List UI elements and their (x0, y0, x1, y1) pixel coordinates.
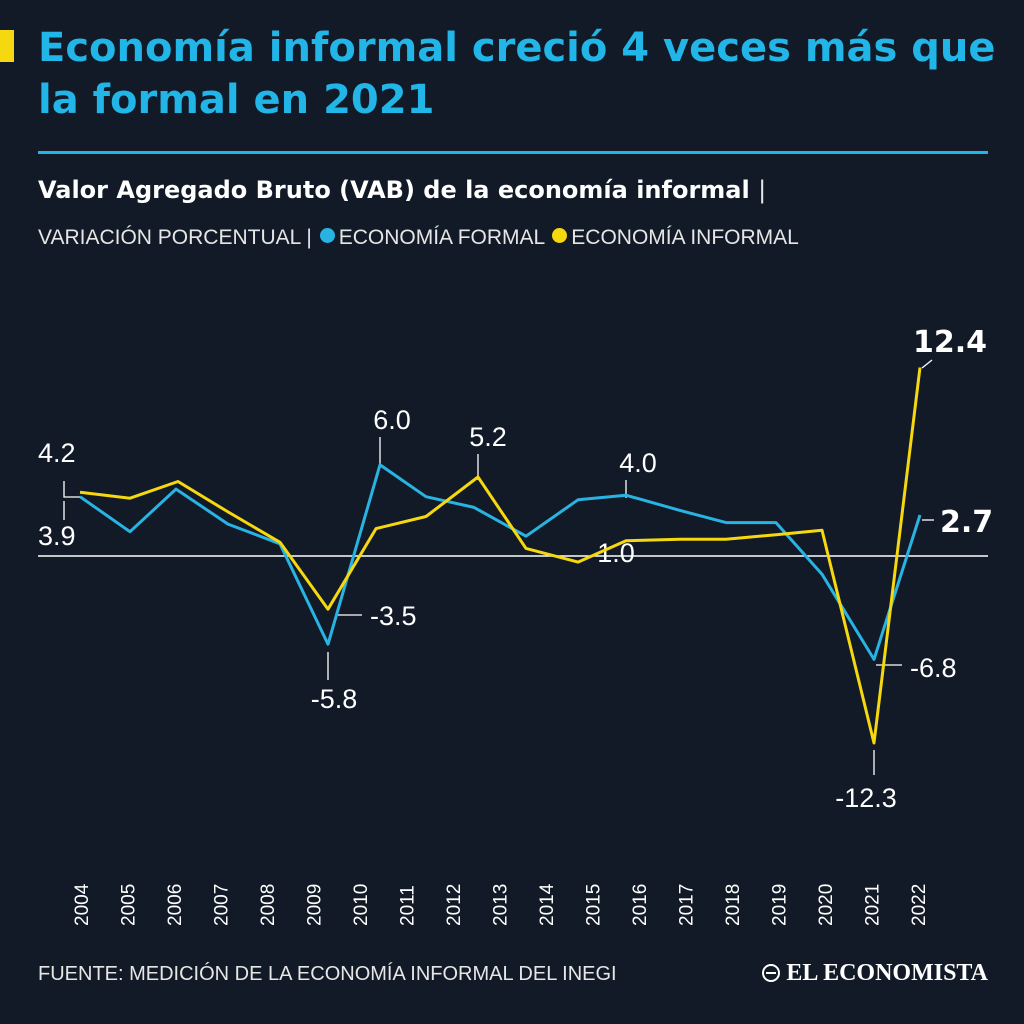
data-label: 4.2 (38, 438, 76, 468)
legend-dot-formal-icon (319, 228, 335, 243)
x-tick-label: 2022 (909, 884, 930, 926)
x-tick-label: 2017 (677, 884, 698, 926)
x-tick-label: 2010 (351, 884, 372, 926)
annotation-leader (921, 359, 933, 369)
series-line-formal (79, 463, 922, 661)
x-tick-label: 2011 (398, 885, 419, 926)
x-tick-label: 2020 (816, 884, 837, 926)
x-tick-label: 2007 (212, 884, 233, 926)
data-label: -12.3 (835, 783, 897, 813)
data-label: 12.4 (913, 325, 987, 360)
chart-subtitle: Valor Agregado Bruto (VAB) de la economí… (38, 176, 766, 204)
source-note: FUENTE: MEDICIÓN DE LA ECONOMÍA INFORMAL… (38, 963, 617, 985)
series-line-informal (79, 367, 922, 745)
x-tick-label: 2021 (863, 884, 884, 926)
data-label: 5.2 (469, 422, 507, 452)
legend-label-formal: ECONOMÍA FORMAL (338, 226, 545, 249)
x-tick-label: 2008 (258, 884, 279, 926)
data-label: 6.0 (373, 405, 411, 435)
data-label: 1.0 (597, 538, 635, 568)
x-tick-label: 2018 (723, 884, 744, 926)
x-tick-label: 2005 (119, 884, 140, 926)
x-tick-label: 2019 (770, 884, 791, 926)
brand-logo: EL ECONOMISTA (762, 960, 988, 987)
legend: VARIACIÓN PORCENTUAL | ECONOMÍA FORMAL E… (38, 226, 799, 250)
x-tick-label: 2012 (444, 884, 465, 926)
annotation-layer: 4.2 3.9 -3.5 -5.8 6.0 5.2 4.0 1.0 -6.8 -12.3 12.4 2… (38, 325, 993, 813)
x-tick-label: 2009 (305, 884, 326, 926)
chart-title: Economía informal creció 4 veces más que… (38, 25, 996, 123)
data-label: 4.0 (619, 448, 657, 478)
data-label: 2.7 (940, 505, 993, 540)
legend-dot-informal-icon (552, 228, 568, 243)
x-tick-label: 2014 (537, 883, 558, 926)
x-tick-label: 2013 (491, 884, 512, 926)
subtitle-text: Valor Agregado Bruto (VAB) de la economí… (38, 176, 750, 204)
annotation-leader (63, 481, 80, 498)
data-label: 3.9 (38, 521, 76, 551)
legend-label-informal: ECONOMÍA INFORMAL (571, 226, 799, 249)
data-label: -3.5 (370, 601, 417, 631)
subtitle-separator: | (758, 176, 767, 204)
data-label: -6.8 (910, 653, 957, 683)
x-tick-label: 2006 (165, 884, 186, 926)
x-tick-label: 2004 (72, 883, 93, 926)
x-tick-label: 2015 (584, 884, 605, 926)
globe-icon (762, 964, 781, 982)
legend-separator: | (306, 226, 312, 249)
legend-prefix: VARIACIÓN PORCENTUAL (38, 226, 301, 249)
title-accent-bar (0, 30, 14, 62)
brand-name: EL ECONOMISTA (786, 960, 988, 986)
x-tick-label: 2016 (630, 884, 651, 926)
x-axis-ticks: 2004 2005 2006 2007 2008 2009 2010 2011 2012 2013… (72, 883, 930, 926)
data-label: -5.8 (311, 684, 358, 714)
title-divider (38, 151, 988, 154)
